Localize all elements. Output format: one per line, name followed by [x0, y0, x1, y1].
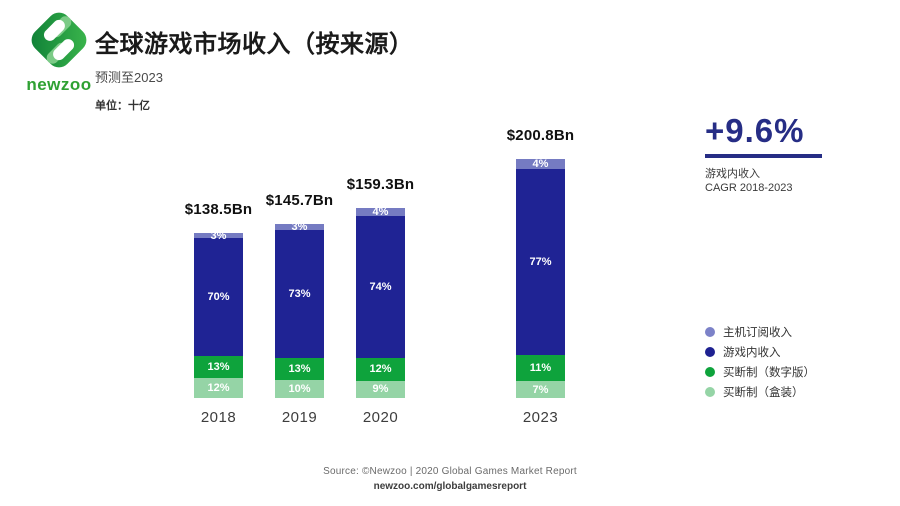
cagr-value: +9.6%: [705, 112, 805, 149]
bar-2018: 3% 70% 13% 12%: [194, 230, 243, 398]
x-axis-label: 2023: [522, 409, 559, 426]
newzoo-logo: newzoo: [20, 8, 98, 95]
bar-segment: 13%: [275, 357, 324, 381]
legend-dot-icon: [705, 367, 715, 377]
cagr-caption-line1: 游戏内收入: [705, 168, 760, 180]
bar-percent-label: 12%: [207, 381, 230, 394]
bar-segment: 12%: [194, 377, 243, 398]
x-axis-label: 2019: [281, 409, 318, 426]
newzoo-logo-icon: [31, 12, 87, 68]
bar-segment: 13%: [194, 355, 243, 378]
bar-2020: 4% 74% 12% 9%: [356, 206, 405, 398]
bar-percent-label: 13%: [288, 363, 311, 376]
bar-total-label: $159.3Bn: [346, 176, 415, 194]
bar-segment: 73%: [275, 229, 324, 358]
bar-segment: 11%: [516, 354, 565, 382]
bar-percent-label: 70%: [207, 290, 230, 303]
legend-label: 主机订阅收入: [723, 327, 792, 339]
unit-label: 单位：十亿: [95, 100, 150, 112]
footer: Source: ©Newzoo | 2020 Global Games Mark…: [0, 466, 900, 492]
bar-percent-label: 4%: [372, 206, 389, 219]
cagr-caption-line2: CAGR 2018-2023: [705, 182, 793, 194]
page-subtitle: 预测至2023: [95, 70, 163, 85]
legend: 主机订阅收入 游戏内收入买断制（数字版） 买断制（盒装）: [705, 322, 815, 402]
bar-segment: 4%: [516, 157, 565, 170]
bar-percent-label: 11%: [529, 361, 552, 374]
bar-2023: 4% 77% 11% 7%: [516, 157, 565, 398]
legend-item: 买断制（数字版）: [705, 362, 815, 382]
title-block: 全球游戏市场收入（按来源） 预测至2023 单位：十亿: [95, 24, 414, 113]
bar-segment: 3%: [275, 221, 324, 233]
x-axis-label: 2020: [362, 409, 399, 426]
cagr-highlight: +9.6% 游戏内收入 CAGR 2018-2023: [705, 112, 822, 195]
bar-percent-label: 13%: [207, 360, 230, 373]
bar-total-label: $200.8Bn: [506, 126, 575, 144]
legend-dot-icon: [705, 327, 715, 337]
bar-segment: 77%: [516, 168, 565, 355]
legend-label: 买断制（数字版）: [723, 367, 815, 379]
bar-segment: 7%: [516, 381, 565, 398]
source-url: newzoo.com/globalgamesreport: [373, 481, 527, 492]
bar-percent-label: 3%: [291, 221, 308, 234]
bar-percent-label: 10%: [288, 383, 311, 396]
bar-percent-label: 7%: [532, 383, 549, 396]
bar-percent-label: 74%: [369, 280, 392, 293]
bar-segment: 9%: [356, 380, 405, 398]
source-text: Source: ©Newzoo | 2020 Global Games Mark…: [323, 466, 577, 477]
legend-label: 游戏内收入: [723, 347, 781, 359]
page-title: 全球游戏市场收入（按来源）: [95, 31, 414, 58]
legend-dot-icon: [705, 347, 715, 357]
bar-percent-label: 12%: [369, 363, 392, 376]
bar-percent-label: 73%: [288, 287, 311, 300]
bar-percent-label: 77%: [529, 255, 552, 268]
cagr-underline: [705, 154, 822, 158]
bar-percent-label: 9%: [372, 383, 389, 396]
bar-2019: 3% 73% 13% 10%: [275, 221, 324, 398]
bar-segment: 12%: [356, 357, 405, 381]
bar-percent-label: 3%: [210, 229, 227, 242]
legend-item: 主机订阅收入: [705, 322, 815, 342]
bar-segment: 74%: [356, 215, 405, 358]
legend-item: 游戏内收入: [705, 342, 815, 362]
logo-wordmark: newzoo: [26, 75, 92, 94]
x-axis-label: 2018: [200, 409, 237, 426]
bar-segment: 10%: [275, 380, 324, 398]
bar-total-label: $138.5Bn: [184, 201, 253, 219]
bar-segment: 70%: [194, 238, 243, 356]
bar-total-label: $145.7Bn: [265, 192, 334, 210]
bar-percent-label: 4%: [532, 157, 549, 170]
legend-dot-icon: [705, 387, 715, 397]
legend-item: 买断制（盒装）: [705, 382, 815, 402]
legend-label: 买断制（盒装）: [723, 387, 804, 399]
bar-segment: 3%: [194, 230, 243, 242]
bar-segment: 4%: [356, 206, 405, 219]
